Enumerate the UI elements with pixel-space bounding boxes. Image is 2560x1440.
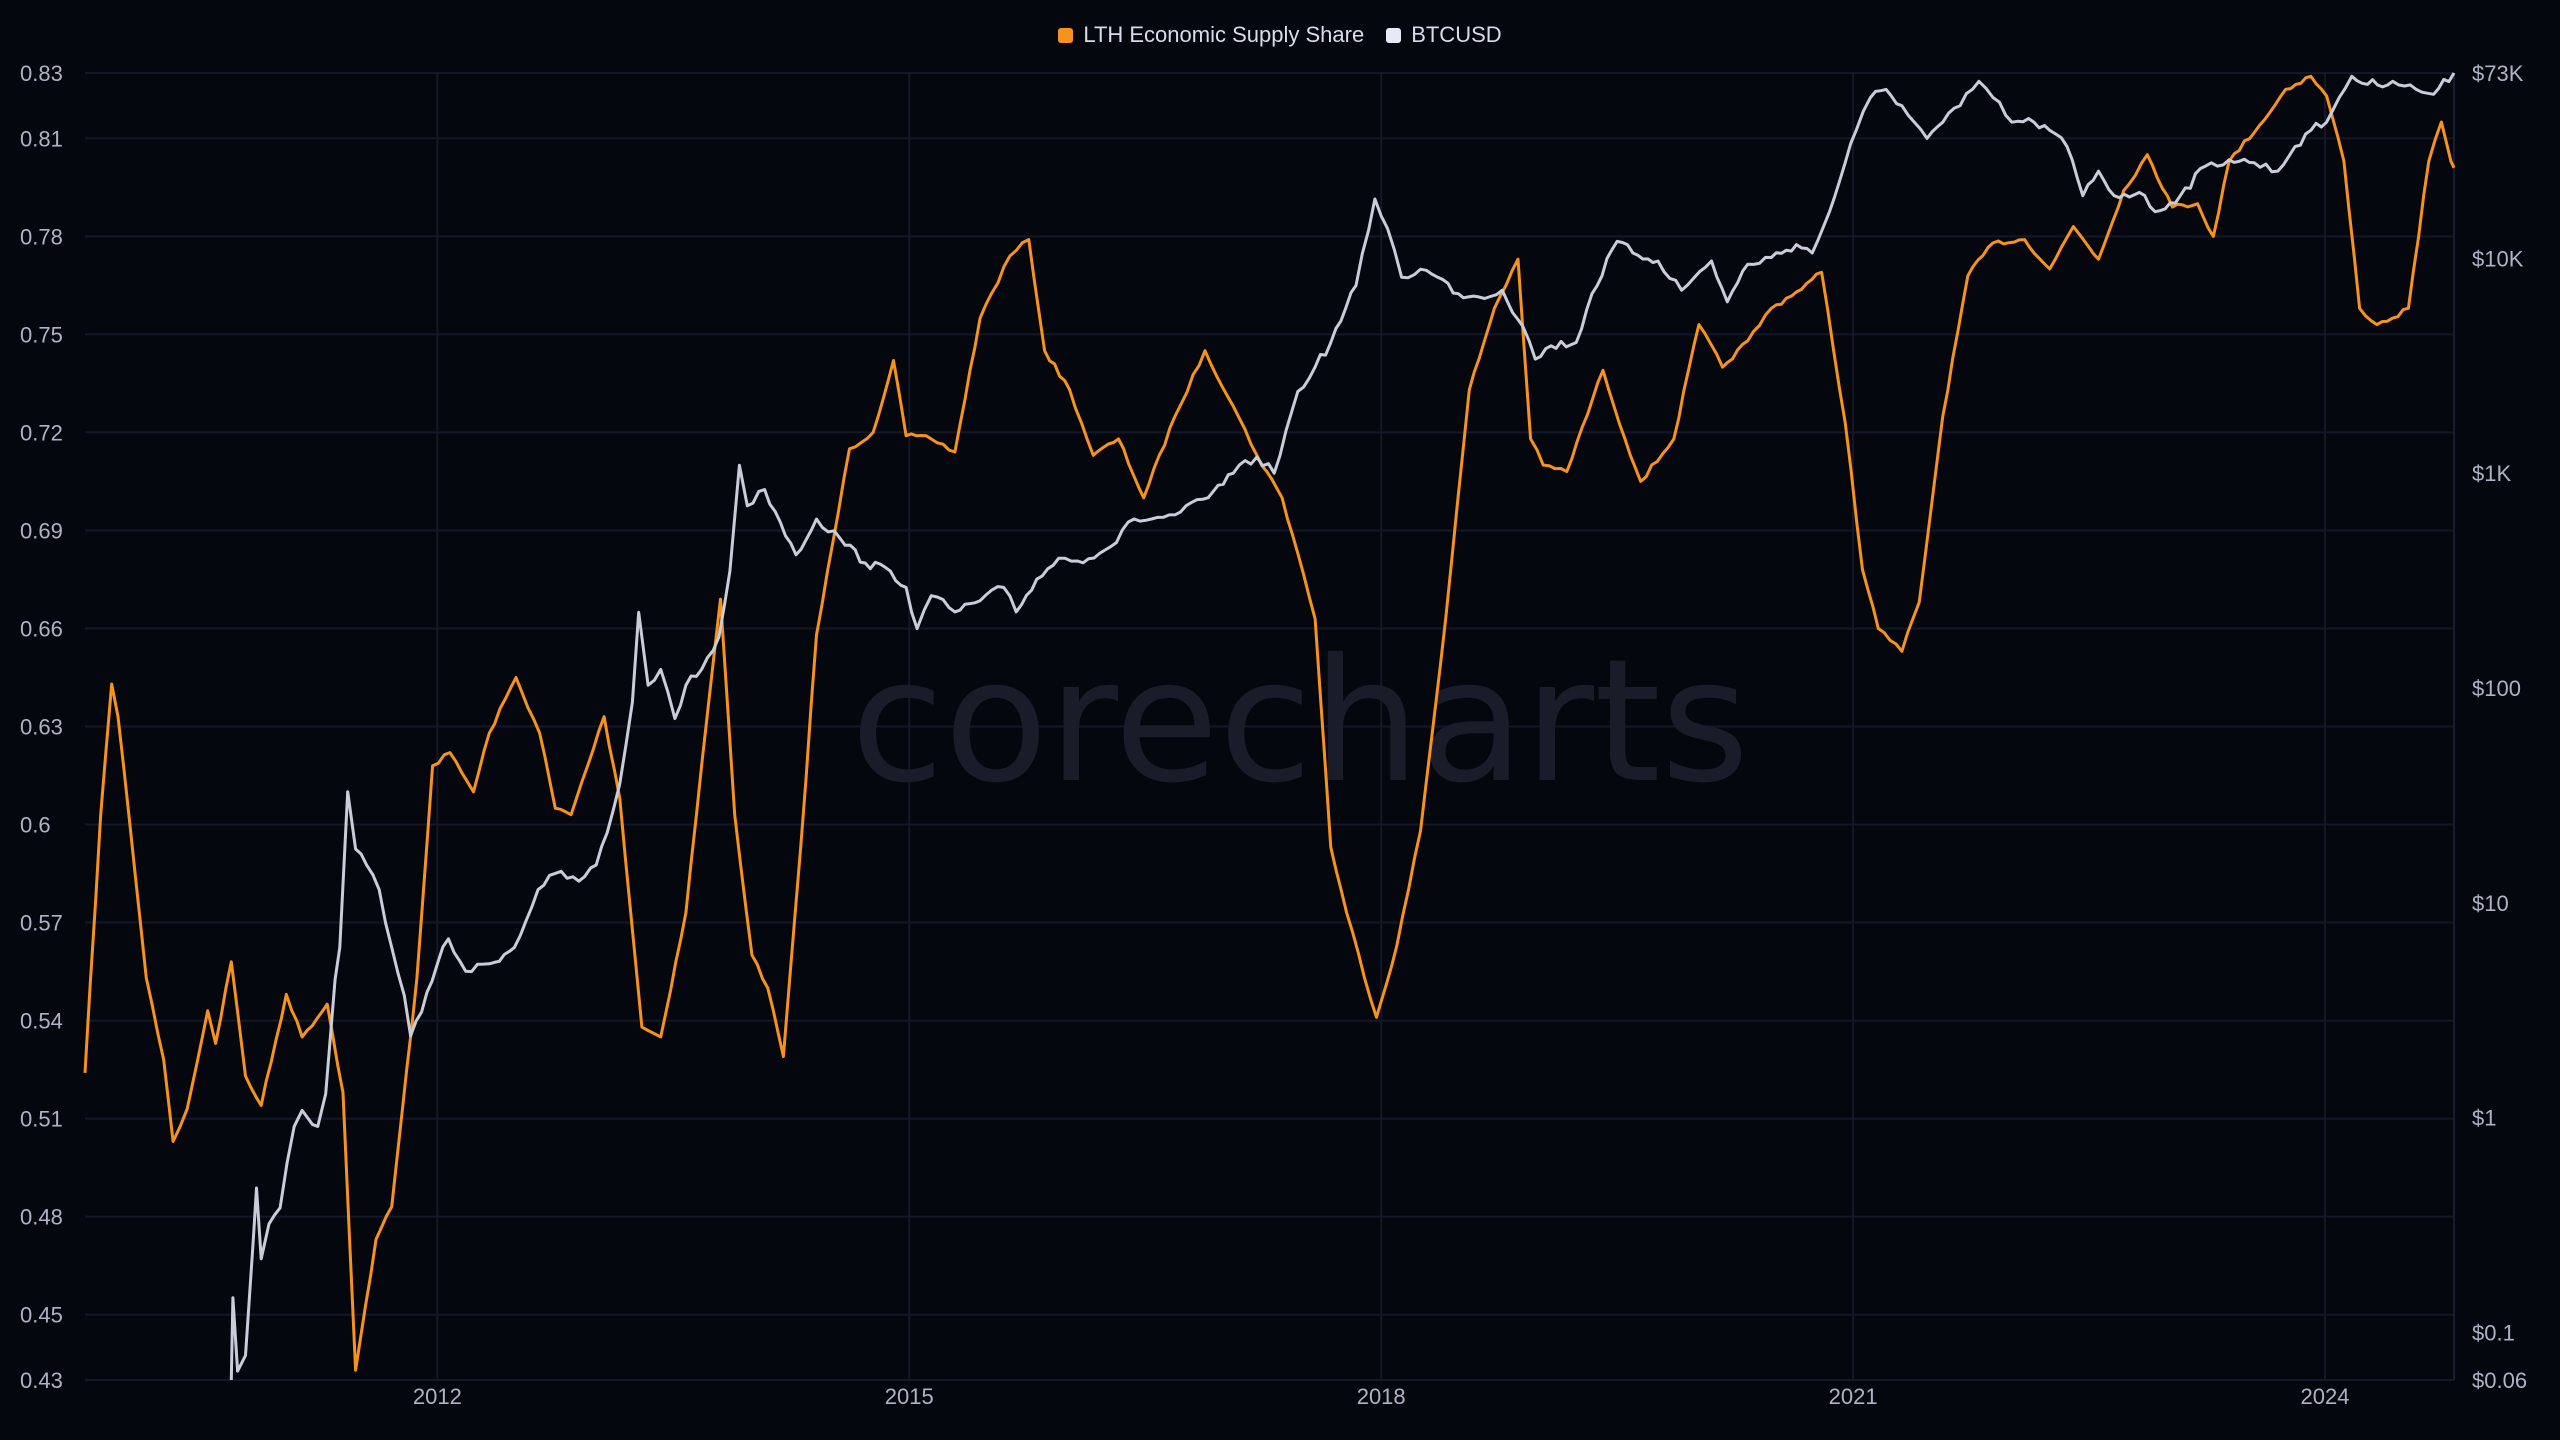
btcusd-swatch: [1386, 27, 1402, 43]
y-right-tick-label: $10: [2472, 891, 2509, 916]
btcusd-line: [229, 72, 2456, 1381]
y-left-tick-label: 0.54: [20, 1009, 63, 1034]
y-right-tick-label: $0.06: [2472, 1368, 2527, 1393]
y-left-tick-label: 0.66: [20, 616, 63, 641]
y-left-tick-label: 0.83: [20, 61, 63, 86]
y-left-tick-label: 0.6: [20, 813, 51, 838]
y-right-tick-label: $100: [2472, 676, 2521, 701]
x-tick-label: 2024: [2301, 1384, 2350, 1409]
x-tick-label: 2012: [413, 1384, 462, 1409]
axis-ticks: 0.83 0.81 0.78 0.75 0.72 0.69 0.66 0.63 0.6 0.57 0…: [20, 61, 2527, 1409]
x-tick-label: 2021: [1829, 1384, 1878, 1409]
y-left-tick-label: 0.72: [20, 420, 63, 445]
y-right-tick-label: $10K: [2472, 246, 2524, 271]
legend-item-lth[interactable]: LTH Economic Supply Share: [1058, 22, 1364, 48]
watermark: corecharts: [851, 623, 1750, 821]
y-left-tick-label: 0.45: [20, 1303, 63, 1328]
y-right-tick-label: $73K: [2472, 61, 2524, 86]
series-layer: [83, 72, 2456, 1381]
y-left-tick-label: 0.81: [20, 126, 63, 151]
y-right-tick-label: $1K: [2472, 461, 2511, 486]
y-left-tick-label: 0.69: [20, 518, 63, 543]
legend-item-btcusd[interactable]: BTCUSD: [1386, 22, 1502, 48]
legend-label-lth: LTH Economic Supply Share: [1083, 22, 1365, 47]
lth-supply-share-line: [83, 74, 2456, 1372]
legend: LTH Economic Supply Share BTCUSD: [0, 22, 2560, 48]
x-tick-label: 2015: [885, 1384, 934, 1409]
y-left-tick-label: 0.48: [20, 1205, 63, 1230]
lth-swatch: [1058, 27, 1074, 43]
y-left-tick-label: 0.75: [20, 322, 63, 347]
y-left-tick-label: 0.57: [20, 911, 63, 936]
y-left-tick-label: 0.78: [20, 224, 63, 249]
y-left-tick-label: 0.43: [20, 1368, 63, 1393]
y-right-tick-label: $0.1: [2472, 1320, 2515, 1345]
grid: [85, 72, 2455, 1381]
y-left-tick-label: 0.63: [20, 715, 63, 740]
legend-label-btcusd: BTCUSD: [1411, 22, 1502, 47]
x-tick-label: 2018: [1357, 1384, 1406, 1409]
y-left-tick-label: 0.51: [20, 1107, 63, 1132]
y-right-tick-label: $1: [2472, 1106, 2496, 1131]
